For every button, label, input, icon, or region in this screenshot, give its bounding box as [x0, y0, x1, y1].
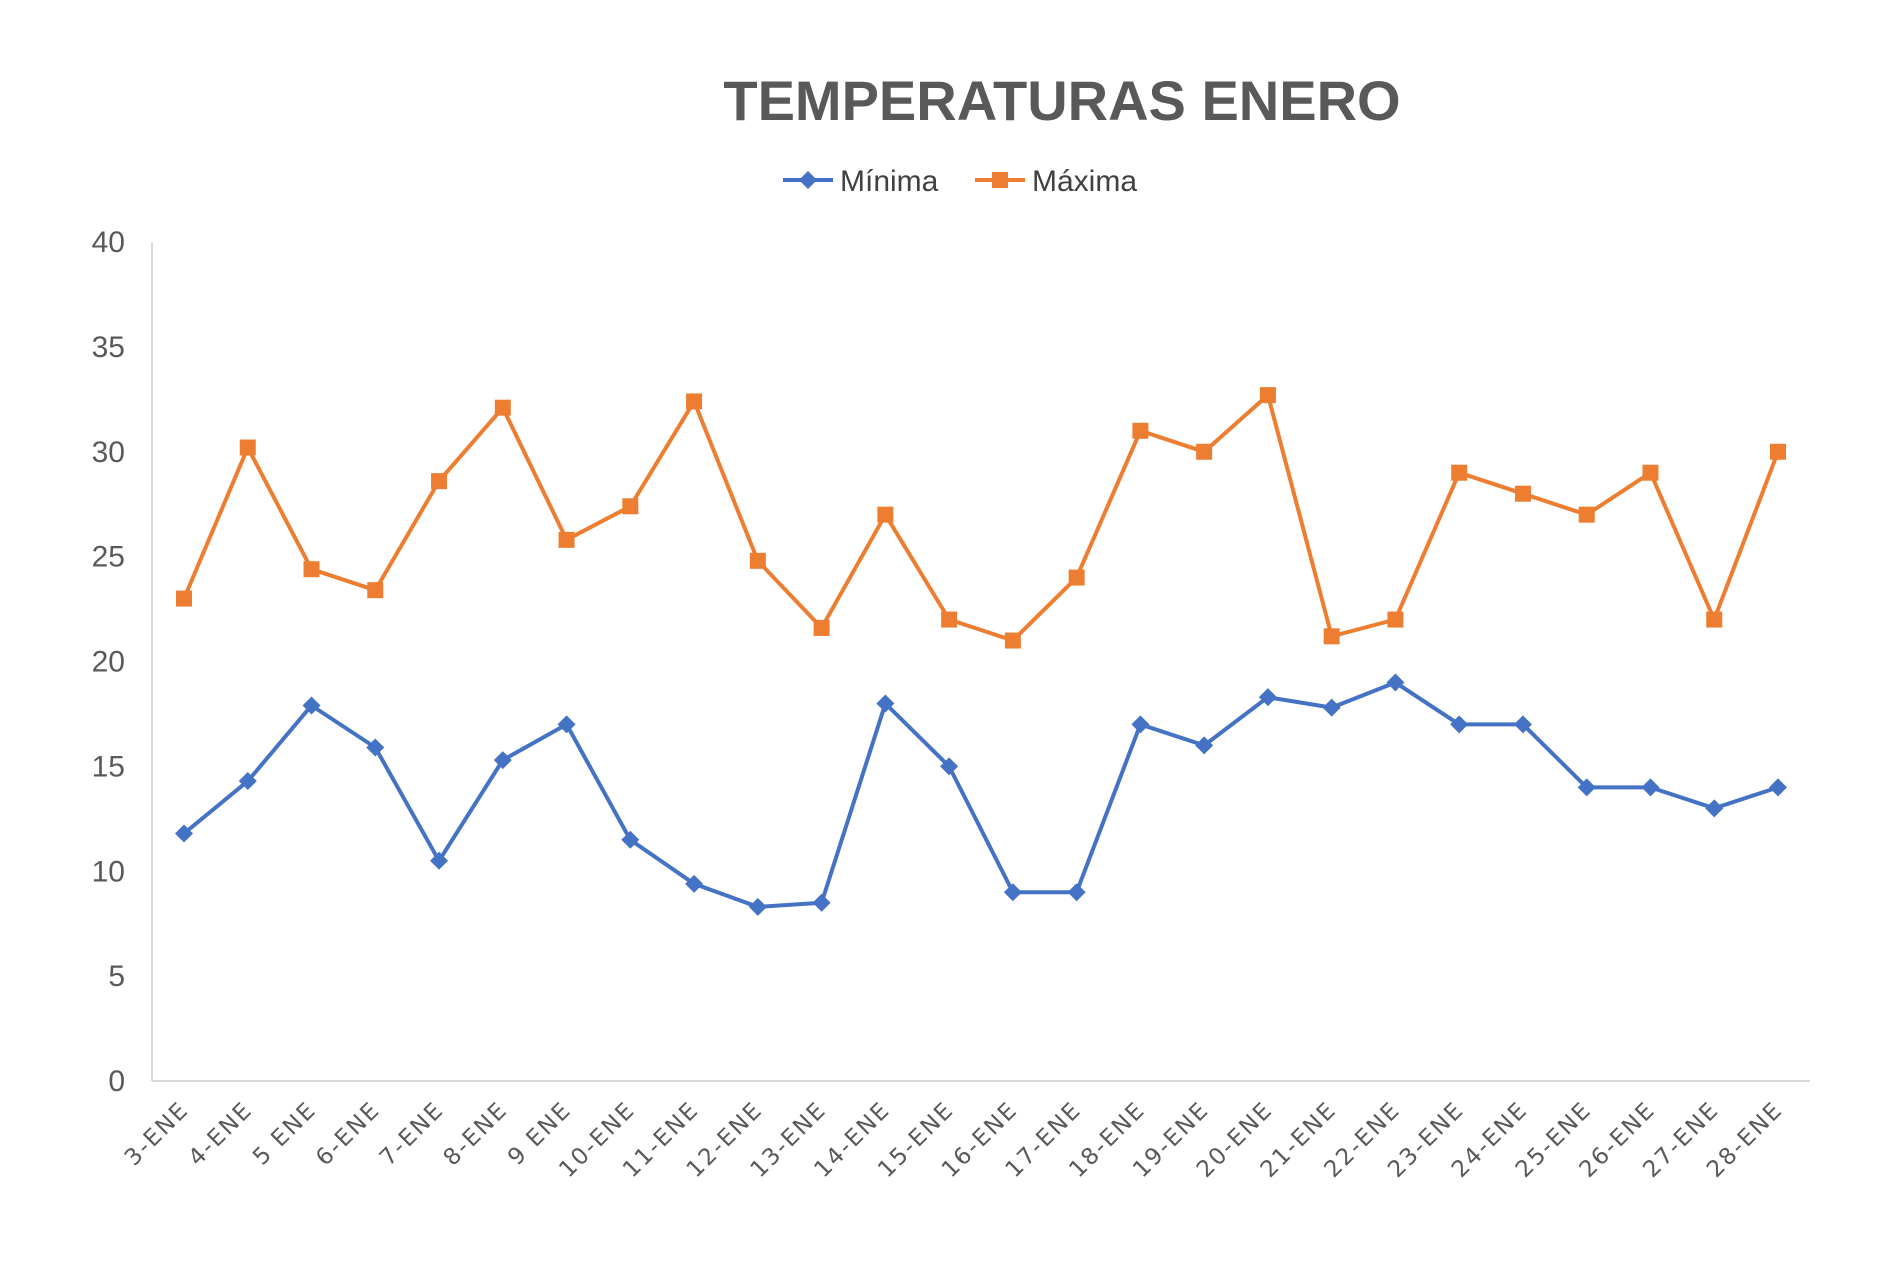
- legend-label-maxima: Máxima: [1032, 165, 1137, 198]
- data-point[interactable]: [749, 552, 766, 569]
- data-point[interactable]: [1770, 443, 1786, 460]
- legend-marker-maxima: [992, 172, 1008, 188]
- data-point[interactable]: [431, 473, 448, 490]
- y-tick-label: 30: [92, 436, 125, 469]
- x-tick-label: 7-ENE: [375, 1097, 449, 1171]
- series-line: [182, 680, 1779, 909]
- data-point[interactable]: [238, 772, 257, 791]
- legend-item-minima[interactable]: Mínima: [783, 165, 939, 198]
- data-point[interactable]: [1386, 673, 1405, 692]
- series-layer: [175, 387, 1787, 916]
- y-tick-label: 35: [92, 331, 125, 364]
- data-point[interactable]: [1514, 485, 1531, 502]
- y-tick-label: 25: [92, 541, 125, 574]
- data-point[interactable]: [1258, 688, 1277, 707]
- data-point[interactable]: [1450, 715, 1469, 734]
- x-tick-label: 8-ENE: [439, 1097, 513, 1171]
- data-point[interactable]: [176, 590, 192, 607]
- data-point[interactable]: [1004, 632, 1021, 649]
- legend: Mínima Máxima: [783, 165, 1137, 198]
- data-point[interactable]: [1706, 611, 1723, 628]
- data-point[interactable]: [1387, 611, 1404, 628]
- data-point[interactable]: [812, 893, 831, 912]
- data-point[interactable]: [430, 851, 449, 870]
- data-point[interactable]: [558, 531, 575, 548]
- data-point[interactable]: [1067, 883, 1086, 902]
- data-point[interactable]: [1577, 778, 1596, 797]
- data-point[interactable]: [877, 506, 894, 523]
- data-point[interactable]: [303, 561, 320, 578]
- data-point[interactable]: [366, 738, 385, 757]
- y-tick-label: 0: [108, 1065, 125, 1098]
- y-tick-label: 15: [92, 750, 125, 783]
- series-1: [176, 387, 1786, 649]
- y-axis: 0 5 10 15 20 25 30 35 40: [92, 226, 153, 1098]
- data-point[interactable]: [1642, 464, 1659, 481]
- data-point[interactable]: [876, 694, 895, 713]
- data-point[interactable]: [622, 498, 639, 515]
- x-tick-label: 6-ENE: [311, 1097, 385, 1171]
- data-point[interactable]: [621, 830, 640, 849]
- y-tick-label: 40: [92, 226, 125, 259]
- y-tick-label: 10: [92, 855, 125, 888]
- data-point[interactable]: [1259, 387, 1276, 404]
- data-point[interactable]: [748, 897, 767, 916]
- legend-label-minima: Mínima: [840, 165, 939, 198]
- x-tick-label: 4-ENE: [184, 1097, 258, 1171]
- data-point[interactable]: [1513, 715, 1532, 734]
- chart-title: TEMPERATURAS ENERO: [723, 69, 1400, 132]
- data-point[interactable]: [1131, 715, 1150, 734]
- data-point[interactable]: [302, 696, 321, 715]
- data-point[interactable]: [494, 399, 511, 416]
- data-point[interactable]: [1641, 778, 1660, 797]
- data-point[interactable]: [1195, 736, 1214, 755]
- data-point[interactable]: [686, 393, 703, 410]
- data-point[interactable]: [941, 611, 958, 628]
- data-point[interactable]: [1068, 569, 1085, 586]
- data-point[interactable]: [685, 874, 704, 893]
- data-point[interactable]: [493, 751, 512, 770]
- data-point[interactable]: [1451, 464, 1468, 481]
- legend-item-maxima[interactable]: Máxima: [975, 165, 1137, 198]
- data-point[interactable]: [1705, 799, 1724, 818]
- data-point[interactable]: [1322, 698, 1341, 717]
- data-point[interactable]: [940, 757, 959, 776]
- x-tick-label: 3-ENE: [120, 1097, 194, 1171]
- data-point[interactable]: [239, 439, 256, 456]
- series-0: [175, 673, 1787, 916]
- data-point[interactable]: [557, 715, 576, 734]
- data-point[interactable]: [175, 824, 193, 843]
- y-tick-label: 20: [92, 646, 125, 679]
- data-point[interactable]: [367, 582, 384, 599]
- data-point[interactable]: [813, 619, 830, 636]
- data-point[interactable]: [1323, 628, 1340, 645]
- legend-marker-minima: [799, 171, 817, 189]
- data-point[interactable]: [1132, 422, 1149, 439]
- series-line: [182, 393, 1780, 643]
- data-point[interactable]: [1196, 443, 1213, 460]
- y-tick-label: 5: [108, 960, 125, 993]
- data-point[interactable]: [1003, 883, 1022, 902]
- data-point[interactable]: [1769, 778, 1787, 797]
- data-point[interactable]: [1578, 506, 1595, 523]
- x-tick-label: 5 ENE: [248, 1097, 322, 1171]
